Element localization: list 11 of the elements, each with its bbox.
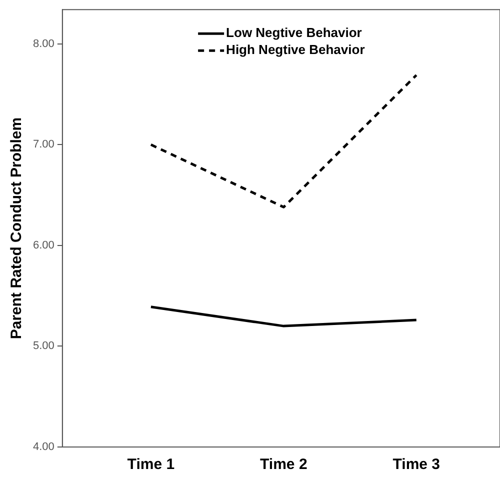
- y-tick-label: 6.00: [32, 239, 54, 252]
- x-tick-label: Time 3: [392, 456, 440, 474]
- y-axis-title: Parent Rated Conduct Problem: [8, 117, 26, 340]
- legend-label: Low Negtive Behavior: [226, 25, 362, 40]
- x-tick-label: Time 2: [260, 456, 308, 474]
- legend-label: High Negtive Behavior: [226, 42, 365, 58]
- y-tick-label: 8.00: [32, 38, 54, 50]
- y-tick-label: 7.00: [32, 138, 54, 151]
- y-tick-label: 5.00: [32, 340, 54, 352]
- y-tick-label: 4.00: [32, 441, 54, 454]
- x-tick-label: Time 1: [127, 456, 175, 474]
